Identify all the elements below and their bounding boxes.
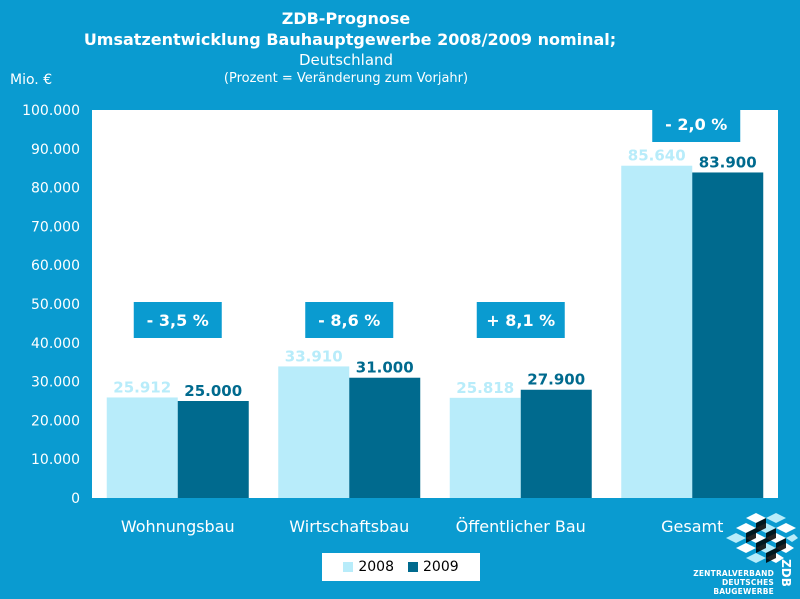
legend-item-2009: 2009 [408, 559, 459, 575]
bar-2008 [106, 397, 178, 498]
bar-2008 [621, 165, 693, 498]
change-box [133, 302, 222, 338]
data-label-2009: 27.900 [527, 371, 585, 389]
x-tick-label: Wohnungsbau [121, 517, 235, 536]
y-tick-label: 20.000 [31, 413, 80, 429]
y-tick-label: 40.000 [31, 336, 80, 352]
bar-2009 [177, 401, 249, 498]
cube-logo-icon [726, 513, 798, 563]
data-label-2009: 31.000 [356, 359, 414, 377]
y-tick-label: 100.000 [22, 103, 80, 119]
legend-label-2009: 2009 [423, 559, 459, 575]
y-tick-label: 0 [71, 491, 80, 507]
y-tick-label: 70.000 [31, 219, 80, 235]
legend-label-2008: 2008 [358, 559, 394, 575]
y-axis-unit-label: Mio. € [10, 72, 53, 88]
data-label-2008: 25.818 [456, 379, 514, 397]
logo-abbr: ZDB [779, 559, 793, 587]
y-tick-label: 10.000 [31, 452, 80, 468]
change-box [305, 302, 394, 338]
y-tick-label: 60.000 [31, 258, 80, 274]
data-label-2009: 83.900 [699, 153, 757, 171]
x-tick-label: Öffentlicher Bau [456, 517, 586, 536]
x-tick-label: Gesamt [661, 517, 723, 536]
change-label: - 8,6 % [318, 311, 380, 330]
change-label: + 8,1 % [486, 311, 555, 330]
y-tick-label: 50.000 [31, 297, 80, 313]
legend-swatch-2009 [408, 562, 418, 572]
change-box [652, 106, 741, 142]
bar-2009 [349, 377, 421, 498]
logo-line-2: DEUTSCHES [721, 578, 774, 587]
legend: 2008 2009 [322, 553, 480, 581]
data-label-2008: 33.910 [285, 347, 343, 365]
y-tick-label: 30.000 [31, 375, 80, 391]
logo-line-1: ZENTRALVERBAND [693, 569, 774, 578]
change-label: - 2,0 % [665, 115, 727, 134]
data-label-2008: 85.640 [628, 147, 686, 165]
chart-title: ZDB-Prognose Umsatzentwicklung Bauhauptg… [0, 8, 800, 88]
bar-2008 [278, 366, 350, 498]
bar-2009 [520, 389, 592, 498]
change-label: - 3,5 % [147, 311, 209, 330]
data-label-2008: 25.912 [113, 378, 171, 396]
x-tick-label: Wirtschaftsbau [289, 517, 409, 536]
legend-swatch-2008 [343, 562, 354, 572]
logo-text: ZENTRALVERBAND DEUTSCHES BAUGEWERBE [690, 569, 774, 596]
logo-line-3: BAUGEWERBE [713, 587, 774, 596]
y-tick-label: 90.000 [31, 142, 80, 158]
title-line-3: Deutschland [298, 51, 394, 69]
zdb-logo: ZENTRALVERBAND DEUTSCHES BAUGEWERBE ZDB [686, 512, 800, 599]
data-label-2009: 25.000 [184, 382, 242, 400]
legend-item-2008: 2008 [343, 559, 394, 575]
change-box [476, 302, 565, 338]
title-line-4: (Prozent = Veränderung zum Vorjahr) [223, 71, 469, 86]
bar-2008 [449, 397, 521, 498]
title-line-2: Umsatzentwicklung Bauhauptgewerbe 2008/2… [83, 30, 617, 49]
title-line-1: ZDB-Prognose [281, 9, 411, 28]
bar-2009 [692, 172, 764, 498]
y-tick-label: 80.000 [31, 181, 80, 197]
